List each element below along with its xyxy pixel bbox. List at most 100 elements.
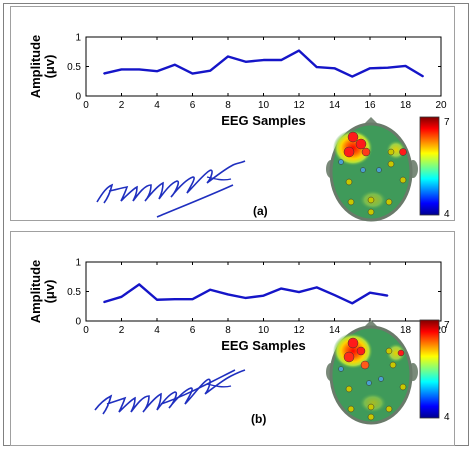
y-axis-label-line1: Amplitude	[28, 260, 43, 324]
line-chart-a: 0 2 4 6 8 10 12 14 16 18 20 0 0.5 1 EEG Samples Amplitu…	[28, 33, 447, 129]
data-point	[316, 286, 318, 288]
y-tick-label: 0	[75, 317, 81, 328]
electrode	[399, 148, 407, 156]
electrode	[356, 346, 366, 356]
data-point	[298, 49, 300, 52]
signature-b	[94, 369, 246, 415]
electrode	[360, 167, 366, 173]
electrode	[347, 131, 359, 143]
y-axis-label: Amplitude(μv)	[28, 260, 57, 324]
data-point	[156, 70, 158, 72]
scalp-map-b	[326, 320, 418, 425]
electrode	[367, 413, 375, 421]
data-point	[191, 72, 194, 75]
electrode	[338, 159, 344, 165]
electrode	[397, 349, 405, 357]
data-point	[316, 66, 318, 68]
warm-region-right	[386, 343, 406, 363]
plot-area	[85, 261, 442, 322]
electrode	[385, 405, 393, 413]
hotspot-frontal-left	[333, 333, 373, 369]
data-point	[191, 298, 194, 300]
data-point	[280, 287, 282, 290]
electrode	[343, 146, 355, 158]
x-tick-label: 2	[119, 325, 125, 336]
x-tick-label: 4	[154, 325, 160, 336]
x-tick-label: 14	[329, 325, 341, 336]
panel-label-b: (b)	[251, 412, 266, 426]
data-point	[138, 283, 140, 286]
hotspot-frontal-left	[333, 130, 373, 166]
electrode	[389, 361, 397, 369]
x-tick-label: 12	[293, 325, 305, 336]
x-tick-label: 20	[435, 325, 447, 336]
electrode	[345, 178, 353, 186]
data-point	[351, 302, 353, 304]
y-tick-label: 0	[75, 92, 81, 103]
data-point	[333, 294, 336, 296]
electrode	[345, 385, 353, 393]
data-point	[262, 59, 265, 61]
data-point	[209, 70, 211, 72]
data-point	[422, 75, 424, 78]
data-point	[387, 295, 389, 297]
x-tick-label: 12	[293, 100, 305, 111]
data-point	[120, 68, 123, 71]
y-axis-label: Amplitude(μv)	[28, 35, 57, 99]
electrode	[385, 198, 393, 206]
x-tick-label: 18	[400, 325, 412, 336]
data-point	[138, 68, 140, 71]
x-axis-label: EEG Samples	[221, 338, 306, 353]
colorbar-a: 74	[419, 116, 450, 220]
y-tick-label: 1	[75, 258, 81, 269]
x-tick-label: 6	[190, 100, 196, 111]
x-tick-label: 10	[258, 325, 270, 336]
data-point	[209, 289, 211, 291]
x-tick-label: 16	[364, 100, 376, 111]
signature-a	[96, 160, 246, 218]
scalp-map-a	[326, 117, 418, 222]
colorbar-max-label: 7	[444, 320, 450, 331]
electrode	[378, 376, 384, 382]
colorbar-min-label: 4	[444, 412, 450, 423]
electrode	[347, 337, 359, 349]
data-point	[120, 296, 123, 298]
data-point	[369, 292, 371, 294]
colorbar-max-label: 7	[444, 117, 450, 128]
data-point	[387, 67, 389, 69]
data-point	[103, 301, 105, 303]
colorbar-min-label: 4	[444, 209, 450, 220]
panel-a: 0 2 4 6 8 10 12 14 16 18 20 0 0.5 1 EEG Samples Amplitu…	[10, 6, 455, 222]
y-axis-label-line2: (μv)	[42, 55, 57, 79]
data-point	[298, 291, 300, 293]
data-point	[351, 75, 353, 78]
electrode	[347, 405, 355, 413]
data-point	[227, 293, 229, 296]
panel-a-svg: 0 2 4 6 8 10 12 14 16 18 20 0 0.5 1 EEG Samples Amplitu…	[28, 33, 450, 222]
x-tick-label: 10	[258, 100, 270, 111]
electrode	[367, 403, 375, 411]
x-tick-label: 18	[400, 100, 412, 111]
data-point	[333, 67, 336, 69]
electrode	[366, 380, 372, 386]
electrode	[360, 360, 370, 370]
colorbar-b: 74	[419, 319, 450, 423]
panel-label-a: (a)	[253, 204, 268, 218]
colorbar-gradient	[419, 116, 440, 216]
electrode	[347, 198, 355, 206]
data-point	[227, 55, 229, 58]
x-tick-label: 4	[154, 100, 160, 111]
warm-region-posterior	[359, 393, 387, 413]
electrode	[387, 148, 395, 156]
electrode	[355, 138, 367, 150]
data-point	[369, 67, 371, 69]
data-point	[262, 295, 265, 297]
electrode	[387, 160, 395, 168]
colorbar-gradient	[419, 319, 440, 419]
data-point	[245, 297, 247, 299]
data-point	[156, 299, 158, 301]
x-tick-label: 8	[225, 325, 231, 336]
x-axis-label: EEG Samples	[221, 113, 306, 128]
